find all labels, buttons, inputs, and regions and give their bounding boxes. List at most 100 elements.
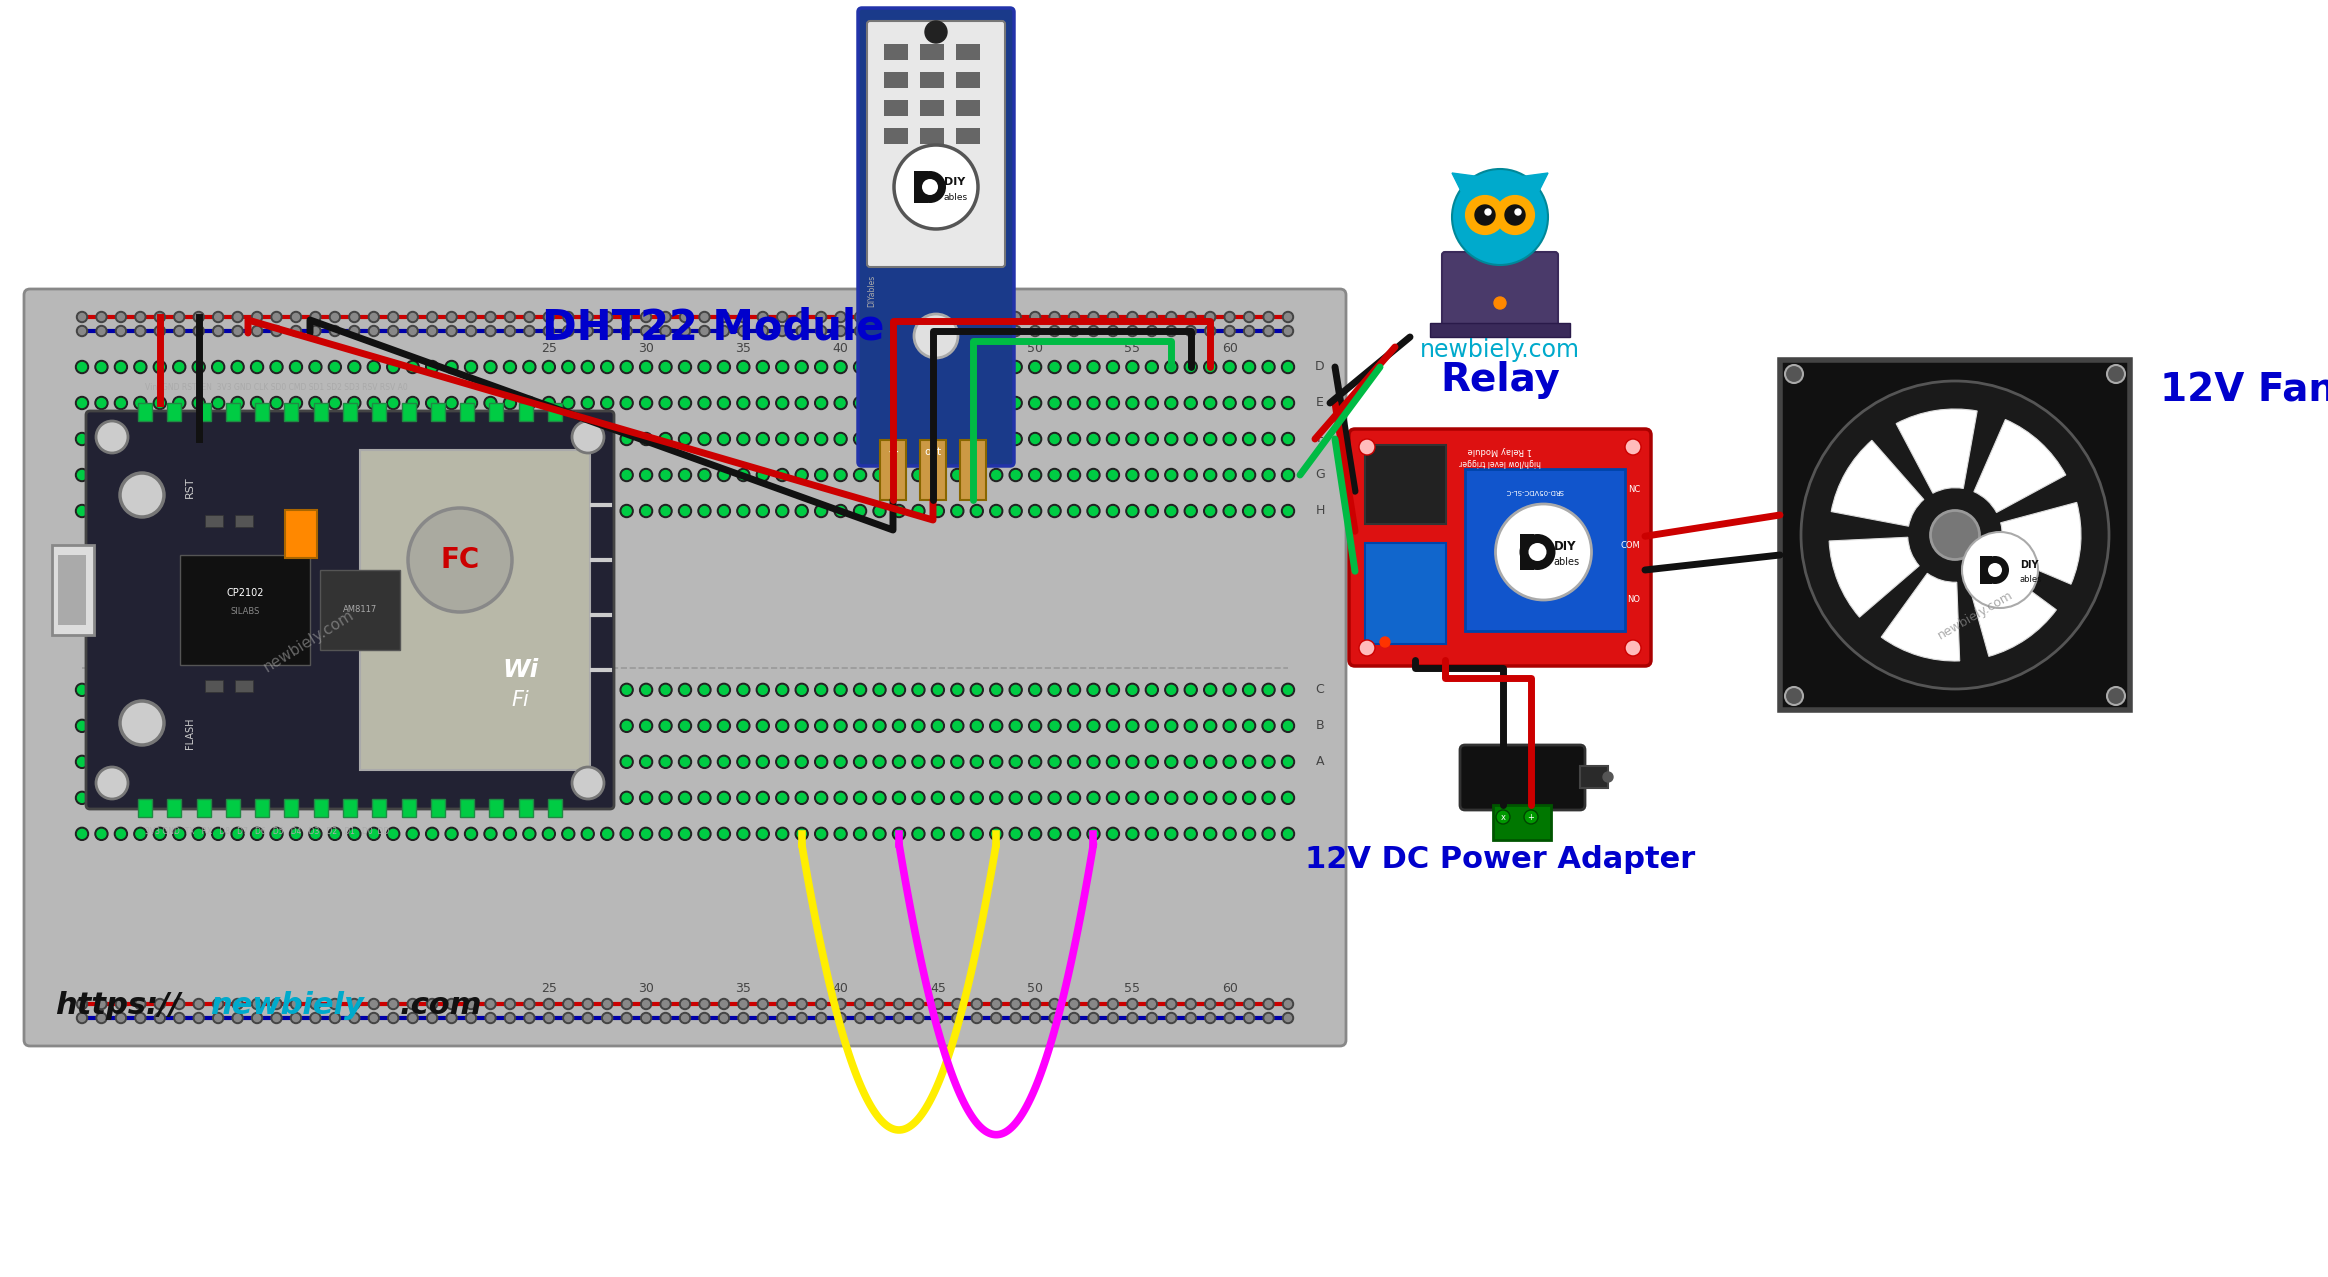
Circle shape	[77, 722, 86, 730]
Circle shape	[193, 360, 205, 373]
Circle shape	[1090, 722, 1099, 730]
Circle shape	[445, 719, 459, 732]
Circle shape	[542, 396, 556, 410]
Circle shape	[95, 767, 128, 799]
Circle shape	[1283, 326, 1294, 337]
Circle shape	[1069, 793, 1078, 802]
Circle shape	[410, 327, 417, 335]
Circle shape	[934, 722, 943, 730]
Circle shape	[952, 312, 964, 323]
Circle shape	[428, 1000, 435, 1008]
Circle shape	[661, 398, 670, 407]
Circle shape	[640, 326, 652, 337]
Circle shape	[1087, 1013, 1099, 1023]
Circle shape	[992, 1014, 999, 1022]
Circle shape	[77, 312, 88, 323]
Text: newbiely.com: newbiely.com	[1935, 589, 2016, 642]
Circle shape	[1108, 326, 1117, 337]
Circle shape	[680, 722, 689, 730]
Circle shape	[545, 1000, 552, 1008]
Text: B: B	[1315, 719, 1325, 732]
Circle shape	[542, 504, 556, 517]
Circle shape	[1110, 1014, 1117, 1022]
Circle shape	[426, 1013, 438, 1023]
Circle shape	[524, 363, 533, 372]
Circle shape	[331, 470, 340, 479]
Circle shape	[1048, 433, 1062, 446]
Circle shape	[873, 504, 887, 517]
Circle shape	[1031, 686, 1041, 695]
Circle shape	[1280, 360, 1294, 373]
Circle shape	[95, 756, 107, 769]
Circle shape	[738, 504, 750, 517]
Circle shape	[892, 469, 906, 481]
Circle shape	[698, 360, 710, 373]
Circle shape	[1204, 469, 1218, 481]
Bar	[957, 100, 980, 116]
Circle shape	[503, 683, 517, 696]
Circle shape	[913, 396, 924, 410]
Text: Relay: Relay	[1441, 361, 1560, 398]
Circle shape	[1280, 719, 1294, 732]
Circle shape	[468, 313, 475, 321]
Circle shape	[74, 719, 88, 732]
Circle shape	[196, 1014, 203, 1022]
Circle shape	[973, 398, 982, 407]
Circle shape	[778, 757, 787, 766]
Circle shape	[487, 793, 496, 802]
Circle shape	[154, 683, 165, 696]
Circle shape	[133, 469, 147, 481]
Circle shape	[447, 434, 456, 443]
Circle shape	[503, 360, 517, 373]
Circle shape	[701, 722, 710, 730]
Circle shape	[74, 396, 88, 410]
Circle shape	[934, 313, 941, 321]
Circle shape	[566, 1014, 573, 1022]
Circle shape	[175, 327, 184, 335]
Circle shape	[524, 827, 535, 840]
Circle shape	[1031, 1014, 1038, 1022]
Circle shape	[661, 327, 668, 335]
Circle shape	[1166, 829, 1176, 838]
FancyBboxPatch shape	[859, 8, 1015, 466]
Circle shape	[817, 398, 826, 407]
Circle shape	[331, 507, 340, 516]
Circle shape	[561, 683, 575, 696]
Bar	[885, 43, 908, 60]
Wedge shape	[1830, 538, 1918, 617]
Circle shape	[738, 326, 750, 337]
Circle shape	[233, 470, 242, 479]
Circle shape	[545, 793, 554, 802]
Circle shape	[603, 313, 610, 321]
Text: 1 Relay Module: 1 Relay Module	[1467, 447, 1532, 456]
Circle shape	[407, 793, 417, 802]
Text: out: out	[924, 447, 941, 457]
Circle shape	[973, 434, 982, 443]
Circle shape	[347, 827, 361, 840]
Text: COM: COM	[1620, 540, 1639, 549]
Circle shape	[989, 827, 1003, 840]
Circle shape	[154, 469, 165, 481]
Circle shape	[212, 827, 226, 840]
Bar	[957, 128, 980, 144]
Circle shape	[931, 504, 945, 517]
Circle shape	[1625, 439, 1641, 455]
Circle shape	[857, 363, 864, 372]
Circle shape	[738, 507, 747, 516]
Circle shape	[77, 686, 86, 695]
Circle shape	[95, 1013, 107, 1023]
Circle shape	[1010, 999, 1022, 1010]
Circle shape	[503, 433, 517, 446]
Circle shape	[833, 504, 847, 517]
Circle shape	[759, 327, 766, 335]
Circle shape	[1225, 434, 1234, 443]
Text: 25: 25	[540, 982, 556, 995]
Circle shape	[778, 363, 787, 372]
Circle shape	[1225, 757, 1234, 766]
Circle shape	[894, 793, 903, 802]
Circle shape	[584, 398, 591, 407]
Circle shape	[116, 312, 126, 323]
Circle shape	[601, 469, 615, 481]
Bar	[547, 404, 561, 421]
Circle shape	[973, 757, 982, 766]
